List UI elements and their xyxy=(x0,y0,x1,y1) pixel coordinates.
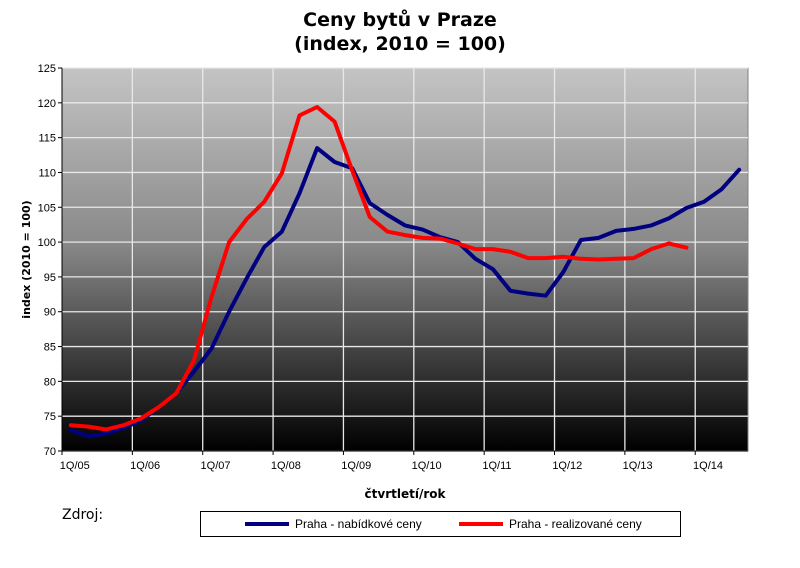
x-axis-label: čtvrtletí/rok xyxy=(365,487,447,501)
y-tick-label: 80 xyxy=(44,376,56,388)
y-tick-label: 70 xyxy=(44,446,56,458)
y-axis-label: index (2010 = 100) xyxy=(20,200,33,318)
y-tick-label: 125 xyxy=(38,63,56,75)
legend-swatch-red xyxy=(459,522,503,526)
source-label: Zdroj: xyxy=(62,507,104,523)
legend: Praha - nabídkové ceny Praha - realizova… xyxy=(200,511,681,537)
x-tick-label: 1Q/12 xyxy=(552,460,582,472)
y-tick-label: 110 xyxy=(38,167,56,179)
y-tick-label: 85 xyxy=(44,342,56,354)
x-tick-label: 1Q/06 xyxy=(130,460,160,472)
chart-title: Ceny bytů v Praze xyxy=(303,9,497,31)
x-tick-label: 1Q/09 xyxy=(341,460,371,472)
y-tick-label: 75 xyxy=(44,411,56,423)
legend-label: Praha - nabídkové ceny xyxy=(295,517,422,531)
y-tick-label: 100 xyxy=(38,237,56,249)
x-tick-label: 1Q/05 xyxy=(60,460,90,472)
legend-item-realized-prices: Praha - realizované ceny xyxy=(459,517,642,531)
x-tick-label: 1Q/07 xyxy=(201,460,231,472)
y-tick-label: 115 xyxy=(38,133,56,145)
y-tick-label: 120 xyxy=(38,98,56,110)
legend-item-offer-prices: Praha - nabídkové ceny xyxy=(245,517,422,531)
chart-title-block: Ceny bytů v Praze (index, 2010 = 100) xyxy=(0,8,800,56)
x-tick-label: 1Q/14 xyxy=(693,460,723,472)
y-tick-label: 90 xyxy=(44,307,56,319)
x-tick-label: 1Q/11 xyxy=(482,460,511,472)
plot-area xyxy=(61,67,749,452)
chart-subtitle: (index, 2010 = 100) xyxy=(294,33,506,55)
x-tick-label: 1Q/08 xyxy=(271,460,301,472)
y-tick-label: 105 xyxy=(38,202,56,214)
y-tick-label: 95 xyxy=(44,272,56,284)
x-tick-label: 1Q/10 xyxy=(412,460,442,472)
x-tick-label: 1Q/13 xyxy=(623,460,653,472)
series-line-realized-prices xyxy=(68,105,689,432)
legend-label: Praha - realizované ceny xyxy=(509,517,642,531)
legend-swatch-blue xyxy=(245,522,289,526)
